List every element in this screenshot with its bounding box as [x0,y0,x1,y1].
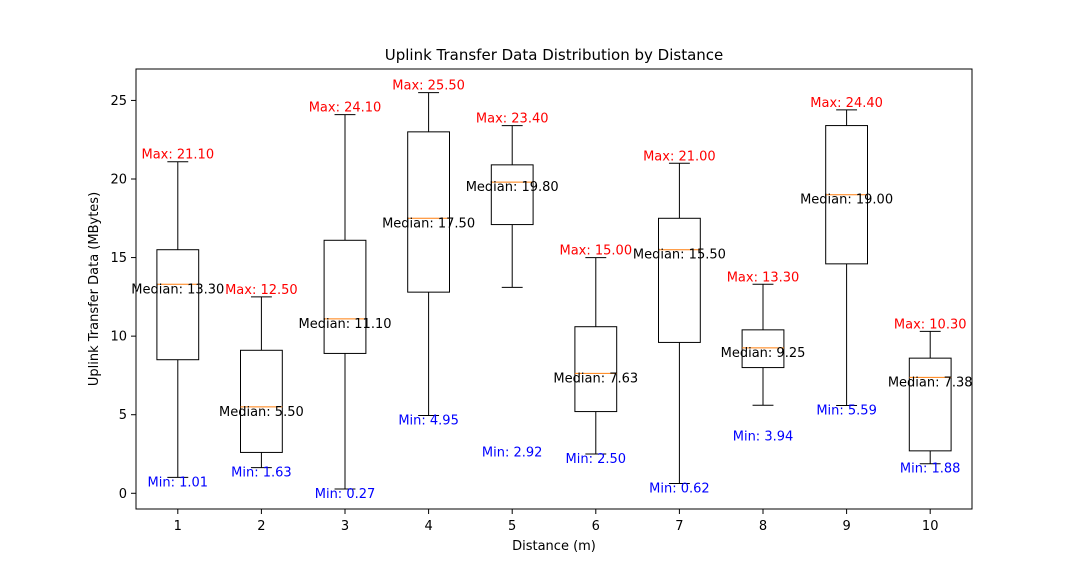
max-label: Max: 21.00 [643,149,716,164]
min-label: Min: 5.59 [816,403,877,418]
max-label: Max: 23.40 [476,112,549,127]
box-group: Max: 12.50 Median: 5.50 Min: 1.63 [219,283,304,481]
median-label: Median: 7.38 [888,375,973,390]
min-label: Min: 1.63 [231,466,292,481]
min-label: Min: 3.94 [733,429,794,444]
median-label: Median: 7.63 [553,371,638,386]
x-axis-label: Distance (m) [512,539,596,554]
box-iqr [574,326,618,413]
x-tick-label: 8 [759,519,767,534]
min-label: Min: 2.92 [482,445,543,460]
median-label: Median: 9.25 [721,346,806,361]
min-label: Min: 1.01 [148,475,209,490]
min-label: Min: 2.50 [566,452,627,467]
y-axis-label: Uplink Transfer Data (MBytes) [87,192,102,386]
box-group: Max: 15.00 Median: 7.63 Min: 2.50 [553,244,638,467]
box-iqr [908,357,952,452]
box-group: Max: 13.30 Median: 9.25 Min: 3.94 [721,270,806,444]
box-iqr [156,249,200,361]
box-group: Max: 21.00 Median: 15.50 Min: 0.62 [633,149,726,496]
median-label: Median: 19.00 [800,193,893,208]
box-iqr [240,349,283,453]
x-tick-label: 3 [341,519,349,534]
plot-frame [135,68,973,510]
box-iqr [658,217,701,343]
y-tick-label: 10 [110,330,127,345]
x-tick-label: 1 [174,519,182,534]
box-iqr [741,329,785,369]
max-label: Max: 12.50 [225,283,298,298]
median-label: Median: 11.10 [298,317,391,332]
y-tick-label: 20 [110,173,127,188]
box-iqr [490,164,534,226]
median-label: Median: 5.50 [219,405,304,420]
min-label: Min: 1.88 [900,462,961,477]
x-tick-label: 10 [922,519,939,534]
box-group: Max: 23.40 Median: 19.80 Min: 2.92 [466,112,559,461]
median-label: Median: 13.30 [131,282,224,297]
box-iqr [407,131,451,293]
max-label: Max: 24.10 [309,101,382,116]
x-tick-label: 7 [675,519,683,534]
x-tick-label: 6 [592,519,600,534]
chart-title: Uplink Transfer Data Distribution by Dis… [385,46,724,64]
median-label: Median: 15.50 [633,248,726,263]
box-group: Max: 21.10 Median: 13.30 Min: 1.01 [131,148,224,491]
plot-area: Max: 21.10 Median: 13.30 Min: 1.01 Max: 12.… [131,79,972,502]
y-tick-label: 0 [119,487,127,502]
box-group: Max: 24.40 Median: 19.00 Min: 5.59 [800,96,893,419]
median-label: Median: 17.50 [382,216,475,231]
box-group: Max: 10.30 Median: 7.38 Min: 1.88 [888,317,973,476]
median-label: Median: 19.80 [466,180,559,195]
box-group: Max: 25.50 Median: 17.50 Min: 4.95 [382,79,475,429]
min-label: Min: 0.27 [315,487,376,502]
max-label: Max: 21.10 [141,148,214,163]
x-tick-label: 5 [508,519,516,534]
max-label: Max: 15.00 [559,244,632,259]
max-label: Max: 25.50 [392,79,465,94]
box-iqr [323,239,367,354]
min-label: Min: 0.62 [649,482,710,497]
x-tick-label: 4 [424,519,432,534]
axes: 0 5 10 15 20 25 1 2 3 4 5 6 7 8 9 10 [110,94,938,534]
box-group: Max: 24.10 Median: 11.10 Min: 0.27 [298,101,391,502]
x-tick-label: 2 [257,519,265,534]
min-label: Min: 4.95 [398,414,459,429]
y-tick-label: 5 [119,408,127,423]
max-label: Max: 13.30 [727,270,800,285]
y-tick-label: 25 [110,94,127,109]
max-label: Max: 10.30 [894,317,967,332]
max-label: Max: 24.40 [810,96,883,111]
x-tick-label: 9 [842,519,850,534]
y-tick-label: 15 [110,251,127,266]
